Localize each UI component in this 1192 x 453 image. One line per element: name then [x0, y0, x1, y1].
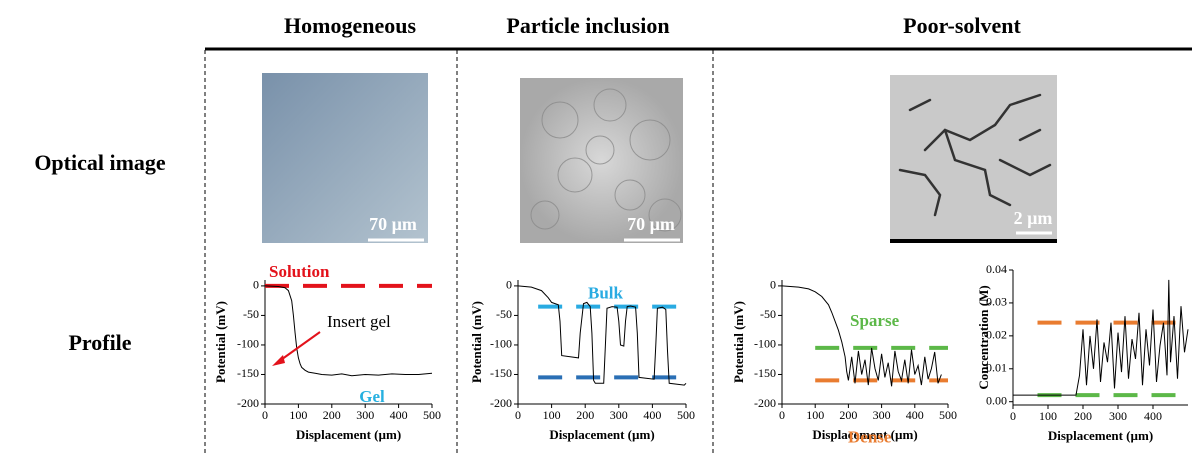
y-tick-label: 0 [770, 278, 776, 292]
x-tick-label: 100 [289, 408, 307, 422]
y-tick-label: -200 [237, 396, 259, 410]
x-tick-label: 400 [390, 408, 408, 422]
scale-bar-label: 70 µm [369, 214, 417, 234]
x-tick-label: 400 [643, 408, 661, 422]
x-tick-label: 100 [543, 408, 561, 422]
reference-label: Solution [269, 262, 330, 281]
y-axis-label: Concentration (M) [976, 285, 991, 389]
x-tick-label: 500 [423, 408, 441, 422]
y-tick-label: -150 [490, 366, 512, 380]
y-axis-label: Potential (mV) [469, 301, 484, 383]
annotation: Insert gel [327, 312, 391, 331]
y-tick-label: -50 [496, 307, 512, 321]
arrow-head [272, 355, 285, 366]
data-line [782, 286, 941, 386]
y-tick-label: -100 [754, 337, 776, 351]
y-tick-label: -200 [490, 396, 512, 410]
x-tick-label: 500 [677, 408, 695, 422]
x-tick-label: 0 [515, 408, 521, 422]
y-tick-label: -100 [490, 337, 512, 351]
reference-label: Bulk [588, 283, 624, 302]
x-tick-label: 300 [610, 408, 628, 422]
reference-label: Dense [848, 427, 892, 446]
x-tick-label: 300 [873, 408, 891, 422]
y-tick-label: -100 [237, 337, 259, 351]
x-tick-label: 200 [839, 408, 857, 422]
y-tick-label: -150 [754, 366, 776, 380]
x-tick-label: 200 [576, 408, 594, 422]
x-tick-label: 400 [906, 408, 924, 422]
figure: Homogeneous Particle inclusion Poor-solv… [0, 0, 1192, 453]
optical-image: 70 µm [520, 78, 683, 243]
x-tick-label: 300 [356, 408, 374, 422]
row-label: Profile [68, 330, 131, 355]
scale-bar-label: 70 µm [627, 214, 675, 234]
x-tick-label: 100 [1039, 409, 1057, 423]
x-tick-label: 200 [323, 408, 341, 422]
y-axis-label: Potential (mV) [213, 301, 228, 383]
column-title: Particle inclusion [506, 13, 669, 38]
y-tick-label: -150 [237, 366, 259, 380]
x-tick-label: 400 [1144, 409, 1162, 423]
y-tick-label: 0.00 [986, 393, 1007, 407]
y-tick-label: -200 [754, 396, 776, 410]
x-tick-label: 100 [806, 408, 824, 422]
y-tick-label: 0 [253, 278, 259, 292]
y-tick-label: -50 [243, 307, 259, 321]
x-tick-label: 500 [939, 408, 957, 422]
row-label: Optical image [34, 150, 166, 175]
x-tick-label: 200 [1074, 409, 1092, 423]
y-tick-label: 0 [506, 278, 512, 292]
annotation: Gel [359, 387, 385, 406]
y-tick-label: -50 [760, 307, 776, 321]
optical-image: 2 µm [890, 75, 1057, 243]
data-line [1013, 280, 1188, 395]
y-axis-label: Potential (mV) [731, 301, 746, 383]
column-title: Homogeneous [284, 13, 416, 38]
x-axis-label: Displacement (µm) [1048, 428, 1153, 443]
annotation-arrow [278, 332, 320, 362]
reference-label: Sparse [850, 311, 900, 330]
x-axis-label: Displacement (µm) [549, 427, 654, 442]
x-tick-label: 0 [1010, 409, 1016, 423]
x-axis-label: Displacement (µm) [296, 427, 401, 442]
x-tick-label: 0 [779, 408, 785, 422]
scale-bar-label: 2 µm [1014, 208, 1053, 228]
y-tick-label: 0.04 [986, 262, 1007, 276]
x-tick-label: 0 [262, 408, 268, 422]
column-title: Poor-solvent [903, 13, 1021, 38]
optical-image: 70 µm [262, 73, 428, 243]
x-tick-label: 300 [1109, 409, 1127, 423]
